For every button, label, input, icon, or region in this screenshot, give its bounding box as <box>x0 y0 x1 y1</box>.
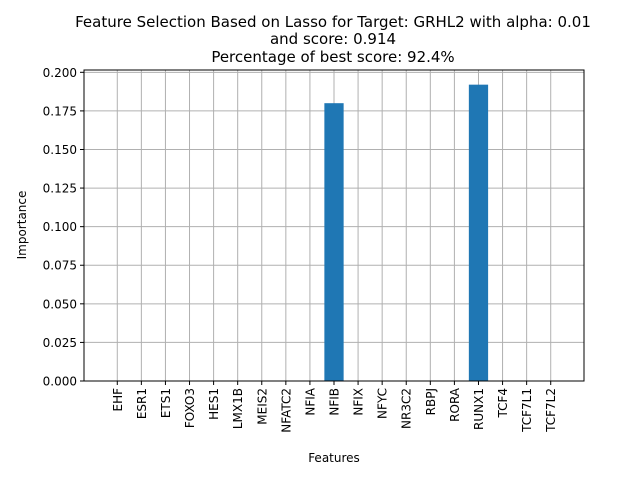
y-tick-label: 0.100 <box>43 220 77 234</box>
x-tick-label: LMX1B <box>231 388 245 429</box>
x-tick-label: NFIA <box>303 387 317 415</box>
y-tick-label: 0.050 <box>43 297 77 311</box>
y-tick-label: 0.200 <box>43 66 77 80</box>
x-tick-label: TCF4 <box>496 388 510 419</box>
x-tick-label: EHF <box>111 388 125 412</box>
x-tick-label: NR3C2 <box>400 388 414 429</box>
bar-nfib <box>324 103 344 381</box>
x-tick-label: NFIB <box>328 388 342 416</box>
x-tick-label: MEIS2 <box>255 388 269 425</box>
y-tick-label: 0.175 <box>43 104 77 118</box>
y-axis: 0.000 0.025 0.050 0.075 0.100 0.125 0.150 0.175… <box>43 66 84 389</box>
x-axis: EHF ESR1 ETS1 FOXO3 HES1 LMX1B MEIS2 NFATC2 NFIA… <box>111 381 558 433</box>
x-tick-label: FOXO3 <box>183 388 197 428</box>
x-tick-label: ESR1 <box>135 388 149 419</box>
y-axis-label: Importance <box>15 191 29 260</box>
chart-title-line-2: and score: 0.914 <box>270 30 396 48</box>
y-tick-label: 0.125 <box>43 182 77 196</box>
x-tick-label: RUNX1 <box>472 388 486 430</box>
x-tick-label: NFYC <box>376 388 390 419</box>
y-tick-label: 0.000 <box>43 375 77 389</box>
x-tick-label: RBPJ <box>424 388 438 415</box>
x-tick-label: HES1 <box>207 388 221 420</box>
x-tick-label: TCF7L2 <box>544 388 558 433</box>
y-tick-label: 0.150 <box>43 143 77 157</box>
chart-title: Feature Selection Based on Lasso for Tar… <box>75 13 591 66</box>
x-tick-label: NFATC2 <box>279 388 293 433</box>
x-axis-label: Features <box>308 451 360 465</box>
y-tick-label: 0.075 <box>43 259 77 273</box>
chart-title-line-3: Percentage of best score: 92.4% <box>211 48 454 66</box>
x-tick-label: ETS1 <box>159 388 173 418</box>
bars <box>324 84 489 381</box>
chart-title-line-1: Feature Selection Based on Lasso for Tar… <box>75 13 591 31</box>
x-tick-label: NFIX <box>352 388 366 416</box>
y-tick-label: 0.025 <box>43 336 77 350</box>
x-tick-label: TCF7L1 <box>520 388 534 433</box>
x-tick-label: RORA <box>448 387 462 422</box>
bar-runx1 <box>468 84 489 381</box>
